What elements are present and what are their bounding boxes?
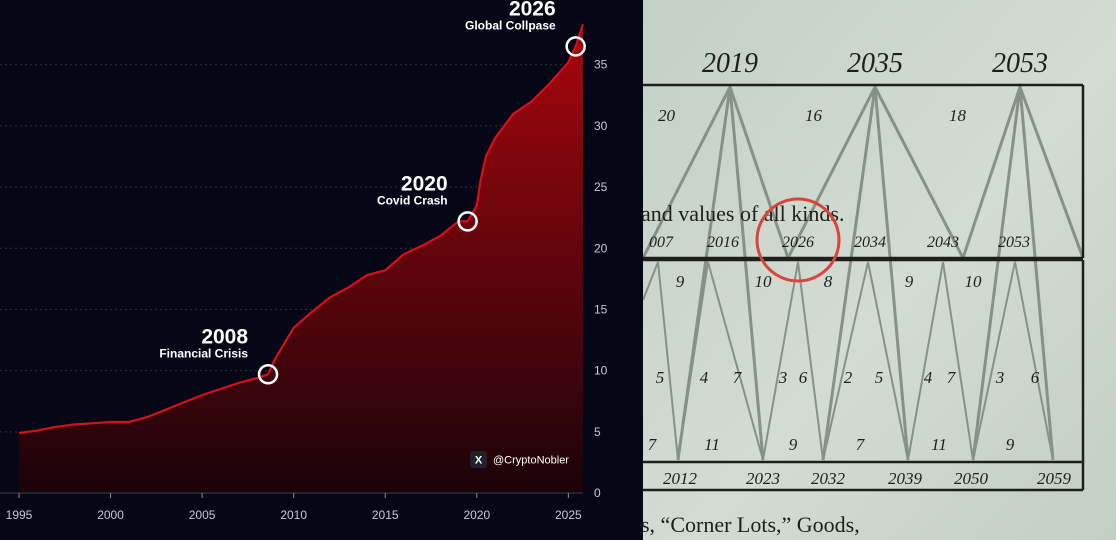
bottom-year-label: 2039 xyxy=(888,469,923,488)
annotation-year: 2020 xyxy=(401,172,448,195)
upper-number: 20 xyxy=(658,106,676,125)
lower-number: 6 xyxy=(1031,368,1040,387)
cycle-diagonal xyxy=(873,86,910,461)
y-tick-label: 10 xyxy=(594,364,608,378)
bottom-year-label: 2059 xyxy=(1037,469,1072,488)
x-logo-icon xyxy=(470,451,487,468)
lower-number: 7 xyxy=(733,368,743,387)
middle-year-label: 2053 xyxy=(998,234,1030,251)
lower-number: 11 xyxy=(931,435,947,454)
middle-year-label: 2034 xyxy=(854,234,886,251)
middle-text: and values of all kinds. xyxy=(643,201,844,226)
y-tick-label: 30 xyxy=(594,119,608,133)
upper-number: 18 xyxy=(949,106,967,125)
bottom-year-label: 2012 xyxy=(663,469,698,488)
y-tick-label: 5 xyxy=(594,425,601,439)
lower-number: 9 xyxy=(676,272,685,291)
watermark-handle: @CryptoNobler xyxy=(493,455,569,467)
cycle-diagonal xyxy=(1018,86,1055,461)
x-tick-label: 2015 xyxy=(372,508,399,522)
watermark: X @CryptoNobler xyxy=(470,451,569,468)
debt-chart-panel: 1995 2000 2005 2010 2015 2020 2025 0 5 10 15 20 25 30… xyxy=(0,0,643,540)
highlight-circle xyxy=(755,197,841,283)
y-tick-label: 25 xyxy=(594,180,608,194)
y-tick-label: 0 xyxy=(594,486,601,500)
annotation-label: Covid Crash xyxy=(377,193,448,207)
x-tick-label: 2000 xyxy=(97,508,124,522)
lower-number: 9 xyxy=(905,272,914,291)
cycle-diagonal xyxy=(971,86,1022,461)
lower-number: 2 xyxy=(844,368,853,387)
cycle-diagonal xyxy=(728,86,765,461)
annotation-marker xyxy=(565,36,586,57)
lower-number: 7 xyxy=(856,435,866,454)
x-tick-label: 2005 xyxy=(189,508,216,522)
area-chart: 1995 2000 2005 2010 2015 2020 2025051015202530… xyxy=(0,0,608,522)
y-tick-label: 15 xyxy=(594,302,608,316)
cycle-diagonal xyxy=(821,86,877,461)
y-tick-label: 20 xyxy=(594,241,608,255)
x-tick-label: 2025 xyxy=(555,508,582,522)
annotation-year: 2026 xyxy=(509,0,556,20)
lower-number: 9 xyxy=(1006,435,1015,454)
annotation-year: 2008 xyxy=(201,325,248,348)
lower-number: 7 xyxy=(648,435,658,454)
lower-number: 8 xyxy=(824,272,833,291)
paper-background xyxy=(643,0,1116,540)
middle-year-label: 2016 xyxy=(707,234,739,251)
lower-number: 3 xyxy=(778,368,788,387)
middle-year-label: 007 xyxy=(649,234,674,251)
lower-number: 11 xyxy=(704,435,720,454)
bottom-year-label: 2050 xyxy=(954,469,989,488)
x-tick-label: 2020 xyxy=(463,508,490,522)
lower-number: 6 xyxy=(799,368,808,387)
lower-number: 4 xyxy=(924,368,933,387)
upper-number: 16 xyxy=(805,106,823,125)
lower-number: 9 xyxy=(789,435,798,454)
series-line xyxy=(18,23,585,435)
bottom-text: s, “Corner Lots,” Goods, xyxy=(643,512,860,537)
lower-number: 10 xyxy=(755,272,773,291)
middle-year-label: 2026 xyxy=(782,234,814,251)
area-fill xyxy=(19,24,583,494)
lower-number: 5 xyxy=(875,368,884,387)
lower-number: 7 xyxy=(947,368,957,387)
x-tick-label: 2010 xyxy=(280,508,307,522)
middle-year-label: 2043 xyxy=(927,234,959,251)
y-tick-label: 35 xyxy=(594,58,608,72)
annotation-label: Financial Crisis xyxy=(159,346,248,360)
cycle-chart-photo: 2019 2035 2053 20 16 18 and values of all kind… xyxy=(643,0,1116,540)
annotation-marker xyxy=(257,364,279,385)
lower-cycle-line xyxy=(643,261,1054,461)
top-year-label: 2053 xyxy=(992,48,1048,79)
lower-number: 5 xyxy=(656,368,665,387)
bottom-year-label: 2032 xyxy=(811,469,846,488)
annotation-marker xyxy=(457,211,478,232)
bottom-year-label: 2023 xyxy=(746,469,780,488)
top-year-label: 2019 xyxy=(702,48,758,79)
x-tick-label: 1995 xyxy=(6,508,33,522)
top-year-label: 2035 xyxy=(847,48,903,79)
svg-text:X: X xyxy=(475,455,483,467)
lower-number: 10 xyxy=(965,272,983,291)
lower-number: 3 xyxy=(995,368,1005,387)
lower-number: 4 xyxy=(700,368,709,387)
annotation-label: Global Collpase xyxy=(465,18,556,32)
